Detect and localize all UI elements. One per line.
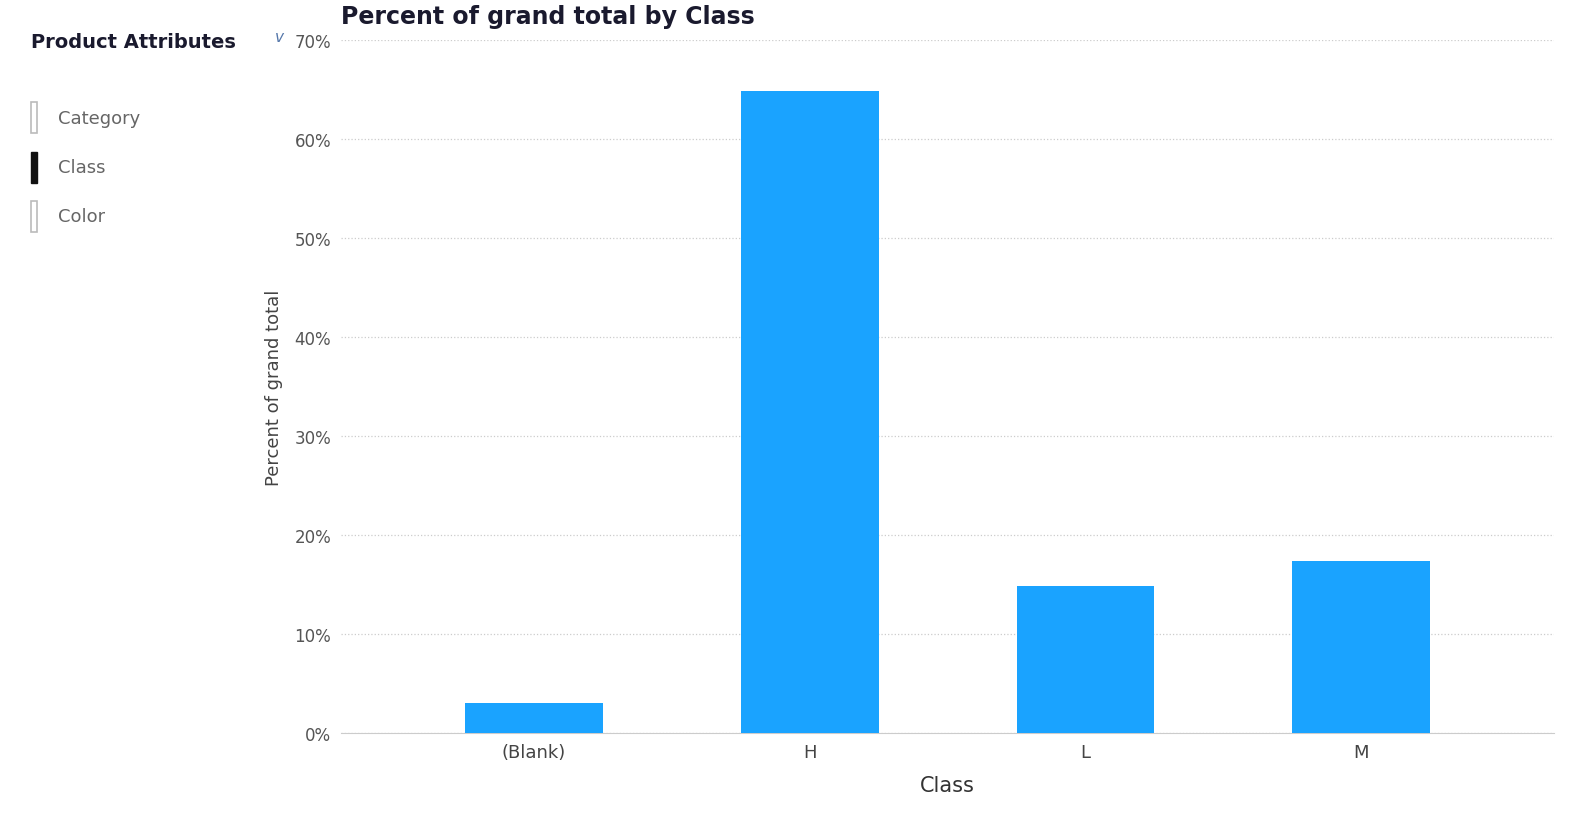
Text: Class: Class [57, 159, 105, 177]
Bar [741, 93, 879, 733]
FancyBboxPatch shape [30, 152, 36, 183]
Bar [1293, 561, 1431, 733]
Text: Percent of grand total by Class: Percent of grand total by Class [341, 6, 755, 29]
Text: Product Attributes: Product Attributes [30, 33, 235, 52]
FancyBboxPatch shape [30, 201, 36, 233]
Text: v: v [274, 30, 284, 45]
Y-axis label: Percent of grand total: Percent of grand total [265, 289, 284, 485]
Bar [1017, 586, 1155, 733]
Text: Category: Category [57, 110, 140, 128]
Text: Color: Color [57, 208, 105, 226]
FancyBboxPatch shape [30, 103, 36, 134]
Bar [465, 704, 603, 733]
X-axis label: Class: Class [920, 775, 975, 794]
